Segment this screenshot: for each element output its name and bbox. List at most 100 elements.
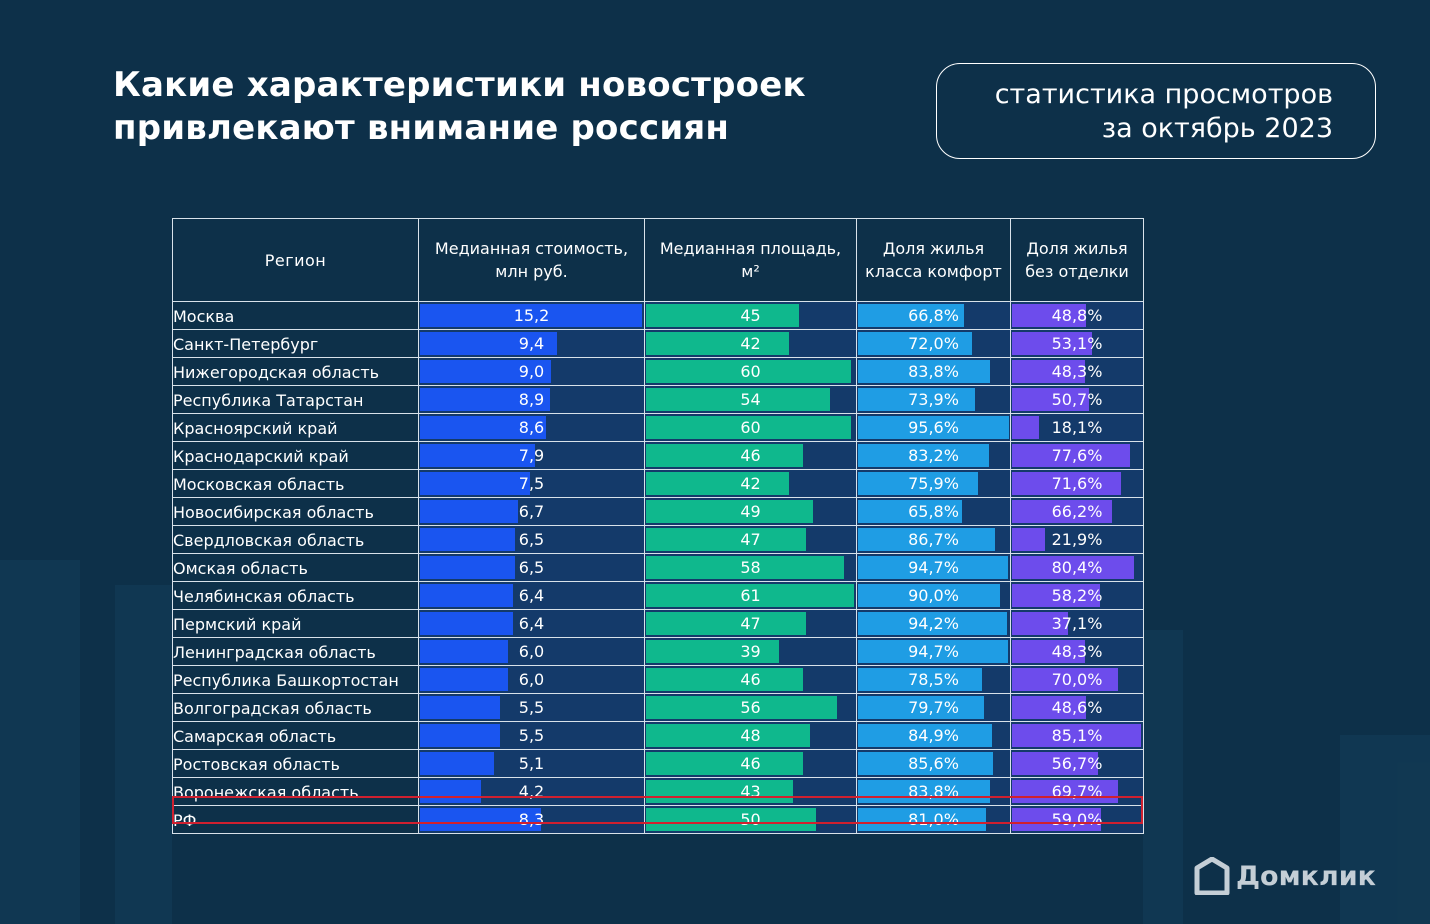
comfort-value: 83,8% xyxy=(908,782,959,801)
column-header-region: Регион xyxy=(172,218,419,302)
comfort-bar xyxy=(858,416,1010,439)
price-cell: 6,4 xyxy=(418,609,645,638)
table-row: Омская область 6,5 58 94,7% 80,4% xyxy=(172,553,1144,582)
area-bar xyxy=(646,640,779,663)
area-bar xyxy=(646,556,844,579)
price-value: 7,9 xyxy=(518,446,545,465)
area-cell: 48 xyxy=(644,721,857,750)
comfort-value: 84,9% xyxy=(908,726,959,745)
unfinished-value: 66,2% xyxy=(1051,502,1103,521)
comfort-value: 83,2% xyxy=(908,446,959,465)
region-name: Краснодарский край xyxy=(172,441,419,470)
table-row: Ростовская область 5,1 46 85,6% 56,7% xyxy=(172,749,1144,778)
comfort-cell: 90,0% xyxy=(856,581,1011,610)
area-value: 45 xyxy=(740,306,761,325)
price-value: 6,0 xyxy=(518,670,545,689)
unfinished-cell: 77,6% xyxy=(1010,441,1144,470)
area-cell: 46 xyxy=(644,441,857,470)
unfinished-bar xyxy=(1012,724,1141,747)
price-cell: 6,0 xyxy=(418,665,645,694)
region-name: Самарская область xyxy=(172,721,419,750)
unfinished-value: 71,6% xyxy=(1051,474,1103,493)
column-header-price: Медианная стоимость, млн руб. xyxy=(418,218,645,302)
unfinished-cell: 48,3% xyxy=(1010,637,1144,666)
price-value: 8,6 xyxy=(518,418,545,437)
comfort-bar xyxy=(858,500,962,523)
table-row: Нижегородская область 9,0 60 83,8% 48,3% xyxy=(172,357,1144,386)
unfinished-cell: 37,1% xyxy=(1010,609,1144,638)
area-cell: 54 xyxy=(644,385,857,414)
unfinished-cell: 71,6% xyxy=(1010,469,1144,498)
unfinished-bar xyxy=(1012,472,1121,495)
header-line: Доля жилья xyxy=(1026,239,1128,258)
comfort-cell: 94,2% xyxy=(856,609,1011,638)
area-cell: 47 xyxy=(644,525,857,554)
unfinished-cell: 50,7% xyxy=(1010,385,1144,414)
region-name: Волгоградская область xyxy=(172,693,419,722)
area-bar xyxy=(646,584,854,607)
table-row: Санкт-Петербург 9,4 42 72,0% 53,1% xyxy=(172,329,1144,358)
unfinished-value: 21,9% xyxy=(1051,530,1103,549)
table-row: Волгоградская область 5,5 56 79,7% 48,6% xyxy=(172,693,1144,722)
region-name: Санкт-Петербург xyxy=(172,329,419,358)
price-cell: 6,4 xyxy=(418,581,645,610)
region-name: Пермский край xyxy=(172,609,419,638)
region-name: Московская область xyxy=(172,469,419,498)
area-cell: 46 xyxy=(644,749,857,778)
price-bar xyxy=(420,640,508,663)
logo-text: Домклик xyxy=(1236,860,1377,892)
unfinished-value: 48,3% xyxy=(1051,362,1103,381)
price-value: 6,4 xyxy=(518,614,545,633)
background-decoration xyxy=(1143,630,1183,924)
comfort-cell: 84,9% xyxy=(856,721,1011,750)
area-value: 60 xyxy=(740,362,761,381)
table-body: Москва 15,2 45 66,8% 48,8% Санкт-Петербург 9,4… xyxy=(172,301,1144,834)
area-bar xyxy=(646,472,790,495)
area-cell: 58 xyxy=(644,553,857,582)
comfort-value: 66,8% xyxy=(908,306,959,325)
comfort-value: 94,7% xyxy=(908,558,959,577)
comfort-cell: 73,9% xyxy=(856,385,1011,414)
price-bar xyxy=(420,556,515,579)
unfinished-cell: 59,0% xyxy=(1010,805,1144,834)
unfinished-cell: 48,6% xyxy=(1010,693,1144,722)
unfinished-bar xyxy=(1012,752,1098,775)
unfinished-value: 58,2% xyxy=(1051,586,1103,605)
table-row: Красноярский край 8,6 60 95,6% 18,1% xyxy=(172,413,1144,442)
price-cell: 4,2 xyxy=(418,777,645,806)
area-cell: 56 xyxy=(644,693,857,722)
area-bar xyxy=(646,752,803,775)
table-row: Новосибирская область 6,7 49 65,8% 66,2% xyxy=(172,497,1144,526)
area-value: 47 xyxy=(740,614,761,633)
area-bar xyxy=(646,304,800,327)
unfinished-bar xyxy=(1012,556,1134,579)
comfort-value: 78,5% xyxy=(908,670,959,689)
unfinished-value: 70,0% xyxy=(1051,670,1103,689)
comfort-bar xyxy=(858,332,972,355)
comfort-bar xyxy=(858,528,995,551)
price-cell: 6,7 xyxy=(418,497,645,526)
comfort-bar xyxy=(858,696,984,719)
area-cell: 60 xyxy=(644,357,857,386)
unfinished-cell: 53,1% xyxy=(1010,329,1144,358)
area-bar xyxy=(646,360,851,383)
area-value: 54 xyxy=(740,390,761,409)
comfort-value: 90,0% xyxy=(908,586,959,605)
unfinished-value: 37,1% xyxy=(1051,614,1103,633)
subtitle-line: за октябрь 2023 xyxy=(1101,113,1333,144)
comfort-cell: 86,7% xyxy=(856,525,1011,554)
area-value: 46 xyxy=(740,670,761,689)
area-bar xyxy=(646,724,810,747)
comfort-bar xyxy=(858,304,964,327)
price-value: 7,5 xyxy=(518,474,545,493)
price-cell: 8,9 xyxy=(418,385,645,414)
area-value: 43 xyxy=(740,782,761,801)
comfort-cell: 83,2% xyxy=(856,441,1011,470)
period-badge: статистика просмотров за октябрь 2023 xyxy=(936,63,1376,159)
area-value: 56 xyxy=(740,698,761,717)
price-cell: 5,5 xyxy=(418,721,645,750)
price-value: 8,3 xyxy=(518,810,545,829)
area-value: 58 xyxy=(740,558,761,577)
house-icon xyxy=(1194,857,1230,895)
comfort-cell: 78,5% xyxy=(856,665,1011,694)
